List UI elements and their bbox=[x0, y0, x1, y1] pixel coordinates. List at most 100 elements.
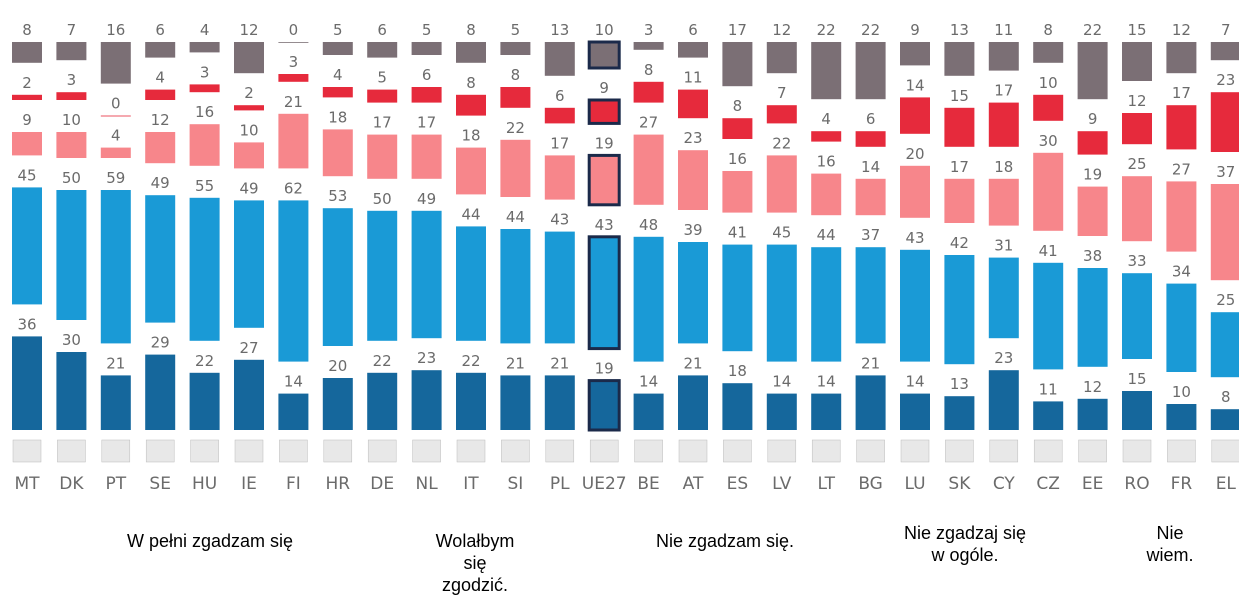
value-label: 53 bbox=[328, 187, 347, 205]
flag bbox=[1122, 439, 1152, 463]
value-label: 8 bbox=[511, 66, 521, 84]
value-label: 19 bbox=[595, 134, 614, 152]
value-label: 42 bbox=[950, 234, 969, 252]
bar-segment bbox=[678, 150, 708, 210]
value-label: 0 bbox=[111, 95, 121, 113]
value-label: 18 bbox=[328, 108, 347, 126]
value-label: 14 bbox=[772, 373, 791, 391]
value-label: 16 bbox=[817, 153, 836, 171]
bar-segment bbox=[500, 375, 531, 430]
bar-segment bbox=[234, 105, 264, 111]
value-label: 27 bbox=[239, 339, 258, 357]
flag bbox=[1078, 439, 1107, 463]
bar-segment bbox=[544, 107, 575, 124]
value-label: 9 bbox=[22, 111, 32, 129]
value-label: 0 bbox=[289, 21, 299, 39]
value-label: 27 bbox=[639, 114, 658, 132]
value-label: 14 bbox=[905, 373, 924, 391]
value-label: 2 bbox=[244, 84, 254, 102]
flag bbox=[589, 439, 619, 463]
bar-segment bbox=[456, 94, 486, 116]
bar-segment bbox=[766, 393, 797, 430]
bar-segment bbox=[678, 242, 708, 344]
flag bbox=[900, 439, 930, 463]
bar-segment bbox=[411, 87, 442, 103]
bar-segment bbox=[234, 200, 264, 328]
bar-segment bbox=[722, 171, 753, 213]
value-label: 6 bbox=[866, 110, 876, 128]
value-label: 5 bbox=[422, 21, 432, 39]
value-label: 22 bbox=[861, 21, 880, 39]
bar-segment bbox=[145, 42, 176, 58]
value-label: 9 bbox=[599, 79, 609, 97]
bar-segment bbox=[811, 173, 842, 216]
bar-segment bbox=[678, 375, 708, 430]
value-label: 20 bbox=[905, 145, 924, 163]
bar-segment bbox=[544, 231, 575, 344]
value-label: 6 bbox=[155, 21, 165, 39]
bar-segment bbox=[500, 42, 531, 55]
value-label: 17 bbox=[994, 82, 1013, 100]
value-label: 9 bbox=[910, 21, 920, 39]
flag bbox=[634, 439, 663, 463]
category-label: LV bbox=[772, 474, 792, 494]
value-label: 3 bbox=[644, 21, 654, 39]
legend-label: Wolałbym się zgodzić. bbox=[435, 531, 515, 595]
value-label: 4 bbox=[333, 66, 343, 84]
bar-segment bbox=[189, 42, 220, 53]
value-label: 45 bbox=[772, 224, 791, 242]
flag bbox=[767, 439, 797, 463]
value-label: 37 bbox=[1216, 163, 1235, 181]
bar-segment bbox=[587, 40, 621, 70]
bar-segment bbox=[56, 132, 87, 158]
category-label: SK bbox=[948, 474, 971, 494]
value-label: 8 bbox=[1221, 388, 1231, 406]
flag bbox=[412, 439, 441, 463]
category-label: CY bbox=[993, 474, 1016, 494]
category-label: NL bbox=[415, 474, 438, 494]
bar-segment bbox=[1077, 131, 1108, 155]
legend-label: W pełni zgadzam się bbox=[126, 531, 294, 551]
bar-segment bbox=[587, 379, 621, 432]
bar-segment bbox=[633, 134, 664, 205]
bar-segment bbox=[1166, 404, 1197, 430]
legend-label: Nie zgadzam się. bbox=[655, 531, 795, 551]
value-label: 49 bbox=[239, 179, 258, 197]
value-label: 5 bbox=[377, 69, 387, 87]
value-label: 22 bbox=[506, 119, 525, 137]
bar-segment bbox=[1122, 273, 1152, 359]
bar-segment bbox=[456, 147, 486, 195]
bar-segment bbox=[189, 84, 220, 93]
bar-segment bbox=[988, 178, 1019, 226]
category-label: LU bbox=[904, 474, 925, 494]
bar-segment bbox=[100, 190, 131, 344]
value-label: 7 bbox=[1221, 21, 1231, 39]
value-label: 4 bbox=[155, 69, 165, 87]
bar-segment bbox=[367, 134, 398, 179]
bar-segment bbox=[367, 210, 398, 341]
value-label: 8 bbox=[733, 97, 743, 115]
bar-segment bbox=[500, 139, 531, 197]
value-label: 13 bbox=[550, 21, 569, 39]
bar-segment bbox=[234, 142, 264, 169]
bar-segment bbox=[1122, 42, 1152, 81]
value-label: 12 bbox=[1127, 92, 1146, 110]
value-label: 43 bbox=[905, 229, 924, 247]
bar-segment bbox=[100, 147, 131, 158]
bar-segment bbox=[722, 383, 753, 430]
value-label: 10 bbox=[1172, 383, 1191, 401]
bar-segment bbox=[988, 370, 1019, 430]
value-label: 25 bbox=[1127, 155, 1146, 173]
bar-segment bbox=[411, 210, 442, 339]
value-label: 39 bbox=[683, 221, 702, 239]
bar-segment bbox=[367, 89, 398, 103]
bar-segment bbox=[900, 97, 930, 134]
bar-segment bbox=[766, 244, 797, 362]
bar-segment bbox=[944, 396, 975, 430]
flag bbox=[279, 439, 308, 463]
category-label: EL bbox=[1216, 474, 1237, 494]
flag bbox=[945, 439, 974, 463]
bar-segment bbox=[12, 187, 42, 305]
value-label: 6 bbox=[422, 66, 432, 84]
bar-segment bbox=[1166, 283, 1197, 372]
